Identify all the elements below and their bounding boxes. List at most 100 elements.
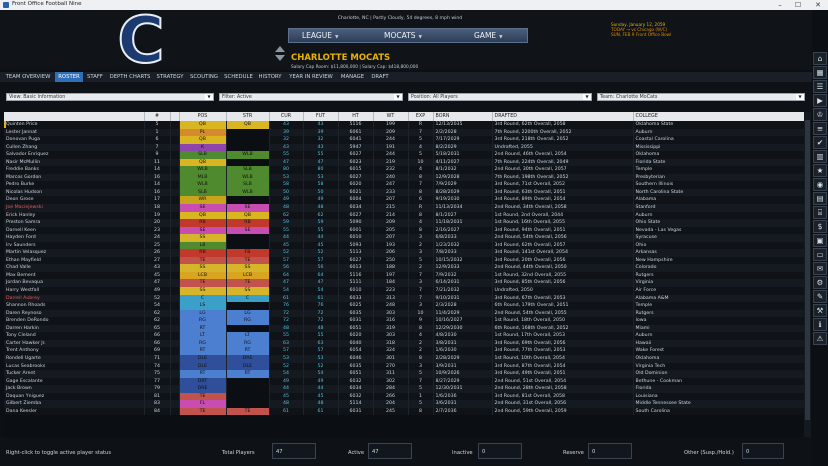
table-row[interactable]: Martin Velasquez 26 RB FB 52 52 5113 206 3 7/8/20… bbox=[4, 249, 804, 257]
table-row[interactable]: Freddie Banks 14 WLB SLB 80 80 6015 232 4 8/1/203… bbox=[4, 166, 804, 174]
table-row[interactable]: Marcos Gordon 16 MLB WLB 53 53 6027 240 8 12/9/20… bbox=[4, 173, 804, 182]
monitor-icon[interactable]: ▭ bbox=[813, 248, 827, 261]
player-name[interactable]: Carter Hawker Jr. bbox=[4, 339, 145, 348]
tab-team-overview[interactable]: TEAM OVERVIEW bbox=[5, 74, 51, 80]
player-name[interactable]: Marcos Gordon bbox=[4, 173, 145, 182]
table-row[interactable]: Rondell Ugarte 71 DLE DRE 53 53 6046 301 8 2/28/2… bbox=[4, 354, 804, 363]
player-name[interactable]: Darren Harkin bbox=[4, 324, 145, 333]
player-name[interactable]: Cullen Zhang bbox=[4, 143, 145, 152]
table-row[interactable]: Ethan Mayfield 27 TE TE 57 57 6027 250 5 10/15/20… bbox=[4, 256, 804, 265]
home-icon[interactable]: ⌂ bbox=[813, 52, 827, 65]
table-row[interactable]: Max Bement 45 LCB LCB 64 64 5116 197 7 7/9/2032 1s… bbox=[4, 271, 804, 280]
table-row[interactable]: Gilbert Ziemba 83 FL 48 48 5114 204 5 3/6/2031 2n… bbox=[4, 400, 804, 408]
player-name[interactable]: Daquan Yniguez bbox=[4, 392, 145, 401]
player-name[interactable]: Jack Brown bbox=[4, 385, 145, 393]
table-scrollbar[interactable] bbox=[804, 112, 811, 437]
mail-icon[interactable]: ✎ bbox=[813, 290, 827, 303]
table-row[interactable]: Daren Reynoso 62 LG LG 72 72 6035 303 10 11/4/202… bbox=[4, 309, 804, 318]
col-ht[interactable]: HT bbox=[338, 112, 374, 121]
player-name[interactable]: Gage Escalante bbox=[4, 377, 145, 386]
player-name[interactable]: Daren Reynoso bbox=[4, 309, 145, 318]
tab-manage[interactable]: MANAGE bbox=[340, 74, 365, 80]
player-name[interactable]: Hayden Ford bbox=[4, 234, 145, 242]
tab-depth-charts[interactable]: DEPTH CHARTS bbox=[109, 74, 151, 80]
player-name[interactable]: Brenden DeRondo bbox=[4, 317, 145, 325]
tab-draft[interactable]: DRAFT bbox=[371, 74, 389, 80]
tab-history[interactable]: HISTORY bbox=[258, 74, 282, 80]
prev-team-icon[interactable] bbox=[275, 46, 285, 52]
player-name[interactable]: Joe Maciejewski bbox=[4, 204, 145, 212]
player-name[interactable]: Irv Saunders bbox=[4, 241, 145, 250]
nav-team[interactable]: MOCATS ▼ bbox=[384, 31, 422, 40]
table-row[interactable]: Lester Jannat 1 PL 39 39 6061 209 7 2/2/2028 7th … bbox=[4, 128, 804, 137]
nav-league[interactable]: LEAGUE ▼ bbox=[302, 31, 339, 40]
table-row[interactable]: Pedro Burke 14 WLB SLB 58 58 6020 247 7 7/9/2029 3… bbox=[4, 181, 804, 189]
col-exp[interactable]: EXP bbox=[408, 112, 434, 121]
tab-scouting[interactable]: SCOUTING bbox=[190, 74, 218, 80]
table-row[interactable]: Nasir McMullin 11 QB 47 47 6023 219 10 4/11/2027… bbox=[4, 158, 804, 167]
info-icon[interactable]: ℹ bbox=[813, 318, 827, 331]
player-name[interactable]: Lester Jannat bbox=[4, 128, 145, 137]
next-team-icon[interactable] bbox=[275, 55, 285, 61]
player-name[interactable]: Pedro Burke bbox=[4, 181, 145, 189]
player-name[interactable]: Darnell Keen bbox=[4, 226, 145, 235]
player-name[interactable]: Shannon Rhoads bbox=[4, 302, 145, 310]
col-college[interactable]: COLLEGE bbox=[633, 112, 804, 121]
alert-icon[interactable]: ⚠ bbox=[813, 332, 827, 345]
tab-schedule[interactable]: SCHEDULE bbox=[224, 74, 253, 80]
table-row[interactable]: Irv Saunders 25 LB 45 45 5093 193 2 1/23/2032 3rd… bbox=[4, 241, 804, 250]
player-name[interactable]: Jordan Bevaqua bbox=[4, 279, 145, 288]
game-icon[interactable]: ▶ bbox=[813, 94, 827, 107]
table-row[interactable]: Salvador Enriquez 9 SLB WLB 55 55 6027 244 5 5/18… bbox=[4, 151, 804, 159]
trophy-icon[interactable]: ♔ bbox=[813, 108, 827, 121]
tab-roster[interactable]: ROSTER bbox=[55, 72, 83, 82]
col-wt[interactable]: WT bbox=[373, 112, 409, 121]
table-row[interactable]: Donovan Puga 6 QB 32 32 6041 244 5 7/17/2029 3rd … bbox=[4, 136, 804, 144]
player-name[interactable]: Nasir McMullin bbox=[4, 158, 145, 167]
table-row[interactable]: Carter Hawker Jr. 66 RG RG 63 63 6040 318 2 3/8/2… bbox=[4, 339, 804, 348]
tab-year-in-review[interactable]: YEAR IN REVIEW bbox=[289, 74, 333, 80]
player-name[interactable]: Dana Keesler bbox=[4, 407, 145, 416]
player-name[interactable]: Preston Samra bbox=[4, 219, 145, 227]
player-name[interactable]: Gilbert Ziemba bbox=[4, 400, 145, 408]
table-row[interactable]: Dana Keesler 84 TE TE 61 61 6031 245 8 2/7/2036 2n… bbox=[4, 407, 804, 416]
table-row[interactable]: Tucker Arent 75 RT RT 54 54 6051 311 5 10/9/2026 3… bbox=[4, 370, 804, 378]
table-row[interactable]: Cullen Zhang 7 K 43 43 5947 191 4 8/2/2029 Undraf… bbox=[4, 143, 804, 152]
table-row[interactable]: Darren Harkin 65 RT 48 48 6051 319 8 12/29/2030 6… bbox=[4, 324, 804, 333]
chart-icon[interactable]: ▣ bbox=[813, 234, 827, 247]
money-icon[interactable]: $ bbox=[813, 220, 827, 233]
table-row[interactable]: Darnell Keen 23 SE SE 55 55 6001 205 8 2/16/2027 3… bbox=[4, 226, 804, 235]
player-name[interactable]: Lucas Seabrooks bbox=[4, 362, 145, 371]
col-str[interactable]: STR bbox=[226, 112, 270, 121]
player-name[interactable]: Ethan Mayfield bbox=[4, 256, 145, 265]
team-select[interactable]: Team: Charlotte MoCats ▼ bbox=[597, 93, 805, 101]
filter-select[interactable]: Filter: Active ▼ bbox=[219, 93, 403, 101]
player-name[interactable]: Tucker Arent bbox=[4, 370, 145, 378]
minimize-icon[interactable]: – bbox=[778, 1, 782, 9]
col-sort[interactable] bbox=[170, 112, 180, 121]
col-cur[interactable]: CUR bbox=[269, 112, 304, 121]
table-row[interactable]: Deon Grose 17 WR 49 49 6004 207 6 9/19/2030 3rd R… bbox=[4, 196, 804, 205]
checkmark-icon[interactable]: ✔ bbox=[813, 136, 827, 149]
close-icon[interactable]: ✕ bbox=[815, 1, 821, 9]
table-row[interactable]: Daquan Yniguez 81 TE 45 45 6032 266 1 1/6/2036 3r… bbox=[4, 392, 804, 401]
table-row[interactable]: Jack Brown 79 DRE 44 44 6034 284 5 12/30/2031 2nd… bbox=[4, 385, 804, 393]
tools-icon[interactable]: ⚒ bbox=[813, 304, 827, 317]
position-select[interactable]: Position: All Players ▼ bbox=[408, 93, 592, 101]
col-born[interactable]: BORN bbox=[433, 112, 493, 121]
table-row[interactable]: Nicolas Hudson 16 SLB WLB 50 50 6021 233 8 8/28/2… bbox=[4, 188, 804, 197]
table-row[interactable]: Gage Escalante 77 DRT 49 49 6032 302 7 8/27/2029… bbox=[4, 377, 804, 386]
maximize-icon[interactable]: ☐ bbox=[794, 1, 802, 9]
player-name[interactable]: Darrell Aubrey bbox=[4, 294, 145, 303]
player-name[interactable]: Quinten Price bbox=[4, 121, 145, 129]
table-row[interactable]: Jordan Bevaqua 47 TE TE 47 47 5111 184 3 6/14/203… bbox=[4, 279, 804, 288]
table-row[interactable]: Darrell Aubrey 52 C C 61 61 6033 313 7 9/10/2031 3… bbox=[4, 294, 804, 303]
player-name[interactable]: Nicolas Hudson bbox=[4, 188, 145, 197]
stats-icon[interactable]: ▥ bbox=[813, 150, 827, 163]
view-select[interactable]: View: Basic Information ▼ bbox=[6, 93, 214, 101]
scrollbar-thumb[interactable] bbox=[805, 120, 810, 420]
player-name[interactable]: Harry Westfall bbox=[4, 287, 145, 295]
eye-icon[interactable]: ◉ bbox=[813, 178, 827, 191]
player-name[interactable]: Chad Valle bbox=[4, 264, 145, 272]
col-number[interactable]: # bbox=[144, 112, 171, 121]
